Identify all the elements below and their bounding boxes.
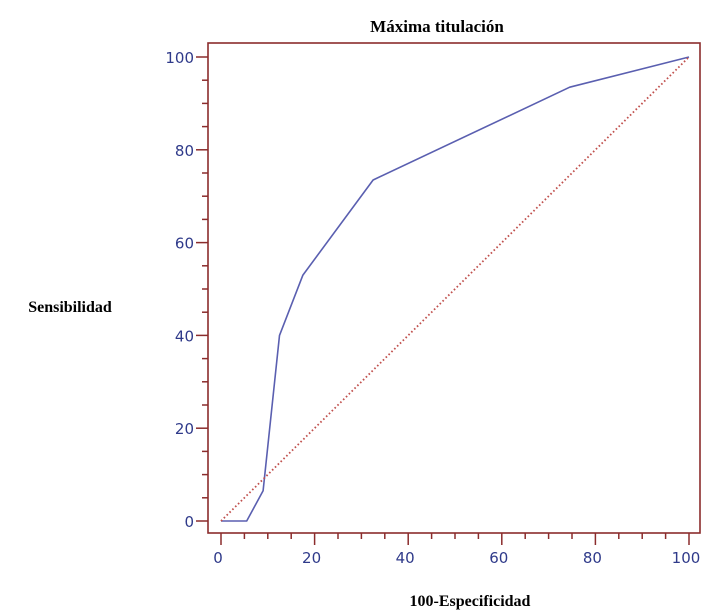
x-tick-label: 20 — [302, 549, 321, 567]
x-tick-label: 80 — [583, 549, 602, 567]
roc-curve-line — [221, 56, 690, 522]
y-tick-label: 80 — [175, 142, 194, 160]
chart-title: Máxima titulación — [370, 17, 504, 36]
diagonal-reference-line — [220, 56, 690, 522]
y-tick-labels: 0 20 40 60 80 100 — [165, 49, 194, 531]
y-tick-label: 60 — [175, 235, 194, 253]
x-axis-label: 100-Especificidad — [410, 593, 531, 610]
plot-frame — [207, 42, 701, 534]
y-tick-label: 0 — [184, 513, 194, 531]
major-ticks — [196, 56, 690, 545]
x-tick-label: 60 — [489, 549, 508, 567]
x-tick-label: 100 — [672, 549, 701, 567]
y-axis-label: Sensibilidad — [28, 299, 112, 316]
y-tick-label: 20 — [175, 420, 194, 438]
minor-ticks — [202, 79, 667, 539]
x-tick-labels: 0 20 40 60 80 100 — [213, 549, 700, 567]
series-layer — [220, 56, 690, 522]
x-tick-label: 0 — [213, 549, 223, 567]
y-tick-label: 100 — [165, 49, 194, 67]
x-tick-label: 40 — [396, 549, 415, 567]
y-tick-label: 40 — [175, 327, 194, 345]
